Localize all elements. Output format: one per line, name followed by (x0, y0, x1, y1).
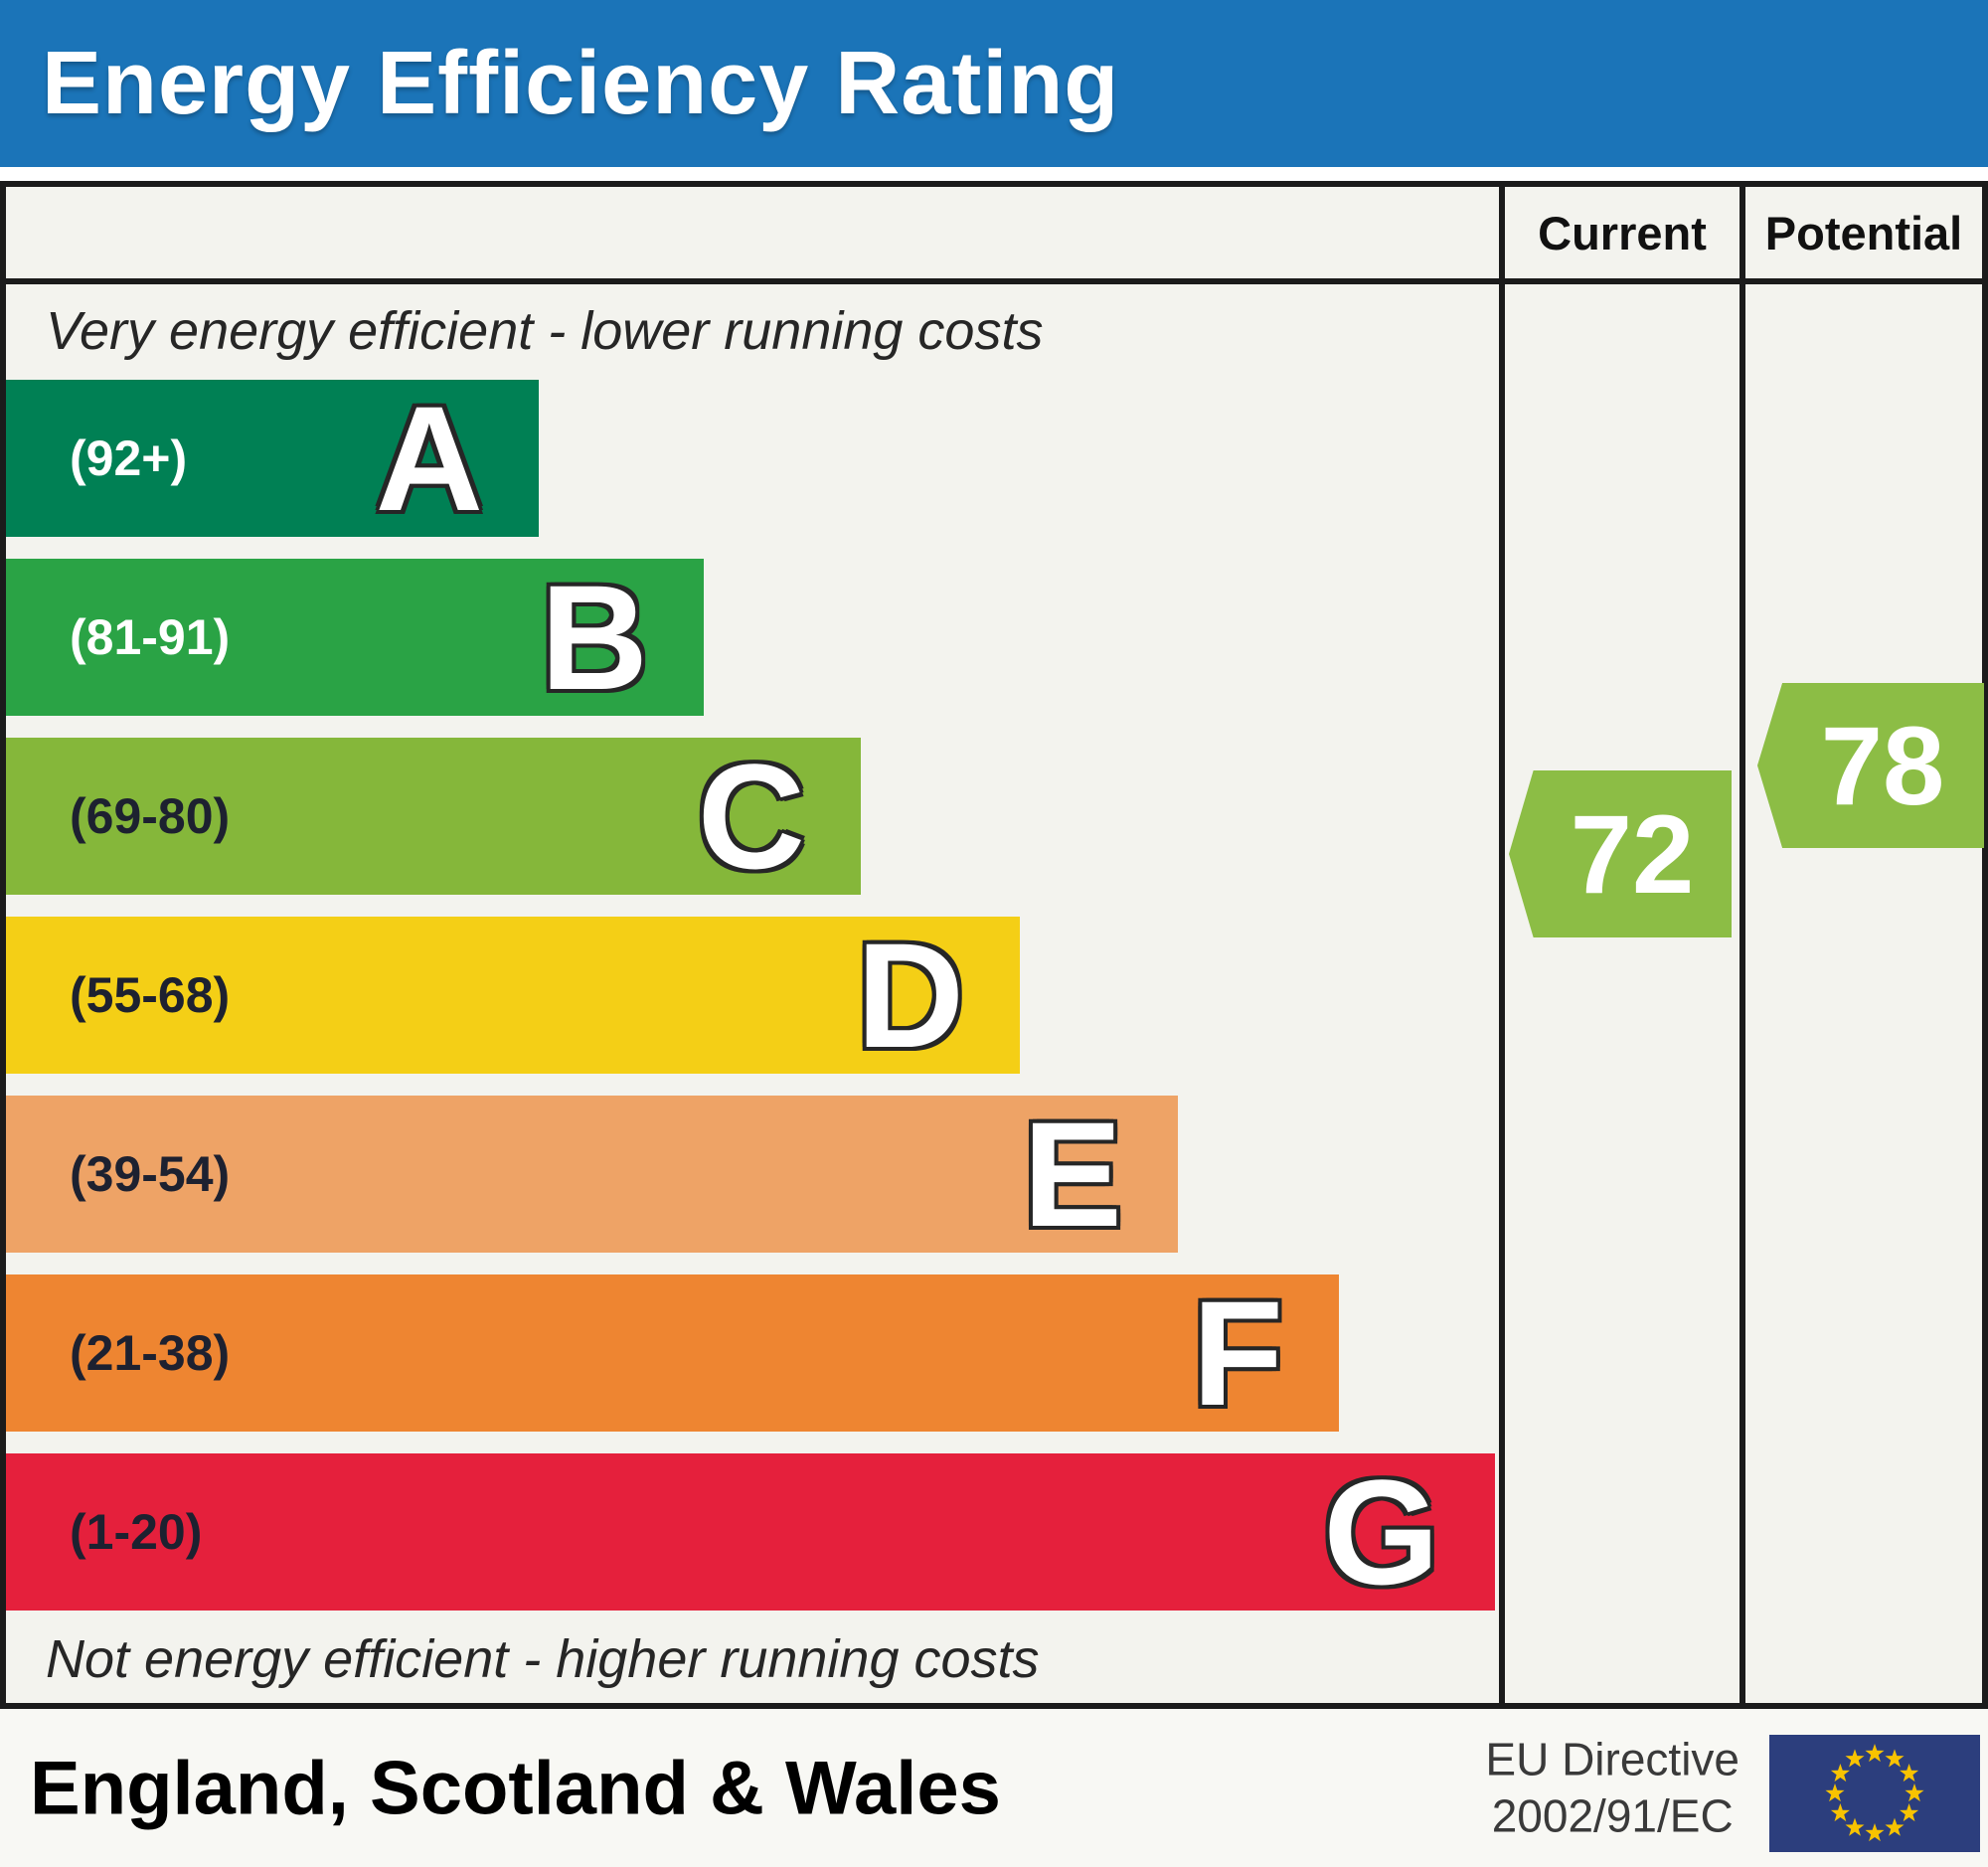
header-spacer-cell (6, 187, 1499, 278)
band-letter: C (697, 733, 805, 900)
title-bar: Energy Efficiency Rating (0, 0, 1988, 167)
band-row-b: (81-91) B (6, 559, 704, 716)
eu-directive-line1: EU Directive (1485, 1733, 1740, 1784)
eu-flag-icon (1769, 1735, 1980, 1852)
band-letter: F (1192, 1270, 1283, 1437)
band-row-a: (92+) A (6, 380, 539, 537)
current-rating-value: 72 (1570, 791, 1695, 917)
band-row-c: (69-80) C (6, 738, 861, 895)
band-letter: A (375, 375, 483, 542)
band-range-label: (1-20) (70, 1504, 203, 1560)
band-range-label: (92+) (70, 430, 188, 486)
table-header-row: Current Potential (6, 187, 1982, 284)
current-rating-badge: 72 (1509, 770, 1732, 937)
page-title: Energy Efficiency Rating (42, 33, 1120, 133)
band-range-label: (39-54) (70, 1146, 231, 1202)
potential-rating-value: 78 (1820, 703, 1945, 828)
eu-directive-label: EU Directive 2002/91/EC (1485, 1731, 1740, 1845)
band-row-g: (1-20) G (6, 1453, 1495, 1611)
current-column-header: Current (1499, 187, 1740, 278)
potential-rating-badge: 78 (1757, 683, 1984, 848)
rating-table: Current Potential Very energy efficient … (0, 181, 1988, 1709)
band-letter: D (856, 912, 964, 1079)
band-row-f: (21-38) F (6, 1274, 1339, 1432)
bands-panel: Very energy efficient - lower running co… (6, 284, 1499, 1703)
eu-directive-line2: 2002/91/EC (1491, 1789, 1734, 1842)
footer: England, Scotland & Wales EU Directive 2… (0, 1709, 1988, 1867)
bottom-note: Not energy efficient - higher running co… (46, 1629, 1040, 1689)
band-letter: G (1323, 1448, 1439, 1615)
band-range-label: (21-38) (70, 1325, 231, 1381)
top-note: Very energy efficient - lower running co… (46, 301, 1044, 361)
table-body: Very energy efficient - lower running co… (6, 284, 1982, 1703)
band-letter: E (1022, 1091, 1122, 1258)
potential-column-header: Potential (1740, 187, 1982, 278)
band-range-label: (55-68) (70, 967, 231, 1023)
potential-column (1740, 284, 1982, 1703)
current-column (1499, 284, 1740, 1703)
region-label: England, Scotland & Wales (30, 1746, 1001, 1830)
band-range-label: (81-91) (70, 609, 231, 665)
band-letter: B (540, 554, 648, 721)
band-row-d: (55-68) D (6, 917, 1020, 1074)
band-row-e: (39-54) E (6, 1096, 1178, 1253)
band-range-label: (69-80) (70, 788, 231, 844)
